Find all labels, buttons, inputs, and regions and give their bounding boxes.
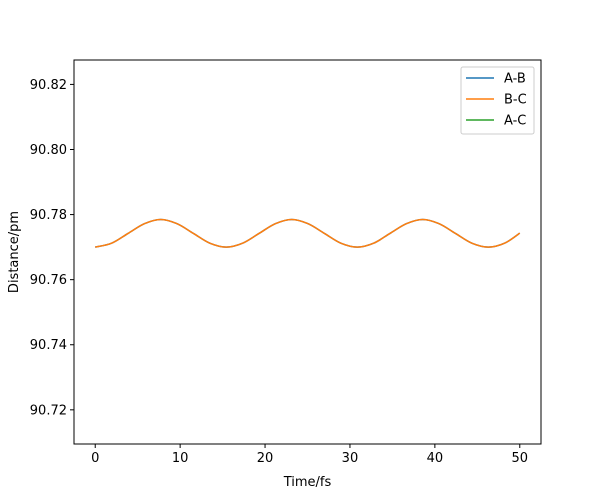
legend-label-a-c: A-C [504,114,526,129]
y-tick-label: 90.80 [30,143,67,158]
y-tick-label: 90.72 [30,403,67,418]
x-axis-title: Time/fs [283,475,332,490]
y-tick-label: 90.78 [30,208,67,223]
series-line-b-c [95,218,521,248]
x-tick-label: 50 [511,451,528,466]
y-tick-label: 90.74 [30,338,67,353]
y-axis-title: Distance/pm [7,211,22,293]
y-tick-label: 90.82 [30,78,67,93]
legend-label-b-c: B-C [504,93,527,108]
x-tick-label: 30 [342,451,359,466]
plot-frame [73,59,542,445]
series-lines [95,218,521,248]
x-tick-label: 40 [427,451,444,466]
y-tick-label: 90.76 [30,273,67,288]
legend: A-B B-C A-C [460,66,535,135]
legend-box [460,66,535,135]
x-tick-label: 10 [172,451,189,466]
x-axis-ticks: 0 10 20 30 40 50 [91,444,528,466]
x-tick-label: 20 [257,451,274,466]
legend-label-a-b: A-B [504,72,526,87]
x-tick-label: 0 [91,451,99,466]
y-axis-ticks: 90.72 90.74 90.76 90.78 90.80 90.82 [30,78,74,418]
